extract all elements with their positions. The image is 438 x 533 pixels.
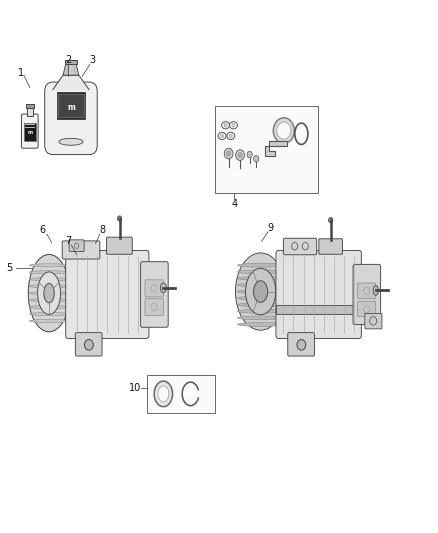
Bar [57,92,85,119]
Text: 5: 5 [7,263,13,272]
Ellipse shape [154,381,173,407]
FancyBboxPatch shape [21,114,38,148]
Ellipse shape [29,278,69,281]
FancyBboxPatch shape [145,280,163,297]
Circle shape [328,217,333,223]
Circle shape [247,151,252,158]
FancyBboxPatch shape [319,239,343,254]
FancyBboxPatch shape [353,264,381,325]
FancyBboxPatch shape [357,283,376,298]
Ellipse shape [160,283,166,293]
Ellipse shape [237,283,284,287]
FancyBboxPatch shape [283,238,317,255]
Circle shape [85,340,93,350]
Text: 2: 2 [65,55,71,65]
Circle shape [236,150,244,160]
Ellipse shape [237,296,284,300]
Ellipse shape [237,309,284,313]
Ellipse shape [373,286,378,295]
Text: 3: 3 [89,55,95,65]
Bar [24,123,36,141]
Bar [215,106,318,193]
Ellipse shape [29,312,69,316]
FancyBboxPatch shape [276,251,361,338]
Text: 7: 7 [65,237,71,246]
Circle shape [297,340,306,350]
Ellipse shape [38,272,60,314]
Ellipse shape [237,322,284,326]
Text: 6: 6 [40,225,46,235]
Circle shape [224,148,233,159]
Ellipse shape [29,292,69,295]
Ellipse shape [237,277,284,280]
Circle shape [232,123,235,127]
Text: 10: 10 [129,383,141,393]
Ellipse shape [237,316,284,320]
FancyBboxPatch shape [365,313,382,329]
Text: 4: 4 [231,199,237,208]
Polygon shape [265,141,287,156]
Circle shape [254,156,259,162]
FancyBboxPatch shape [45,82,97,155]
Circle shape [238,152,242,158]
Text: 1: 1 [18,68,24,78]
Bar [147,375,215,413]
Bar [58,94,84,117]
Ellipse shape [277,122,291,139]
Circle shape [220,134,224,138]
Text: 9: 9 [268,223,274,233]
Polygon shape [53,75,89,90]
Ellipse shape [237,303,284,306]
FancyBboxPatch shape [357,301,376,317]
Ellipse shape [245,269,276,314]
Ellipse shape [237,270,284,274]
FancyBboxPatch shape [141,262,168,327]
Ellipse shape [29,305,69,309]
Ellipse shape [29,264,69,267]
Ellipse shape [28,255,70,332]
FancyBboxPatch shape [106,237,132,254]
Bar [26,104,34,108]
Ellipse shape [237,289,284,294]
Ellipse shape [29,285,69,288]
Text: m: m [27,130,32,135]
Ellipse shape [273,118,294,143]
FancyBboxPatch shape [276,305,361,314]
Ellipse shape [59,139,83,146]
Circle shape [224,123,227,127]
Text: 8: 8 [100,225,106,235]
Bar [27,108,33,116]
Polygon shape [63,64,79,75]
Ellipse shape [29,298,69,302]
Bar [65,60,77,64]
Ellipse shape [29,271,69,274]
Circle shape [226,151,231,156]
Text: m: m [67,103,75,112]
FancyBboxPatch shape [62,241,100,259]
Ellipse shape [44,284,54,303]
Ellipse shape [237,263,284,267]
Ellipse shape [29,319,69,322]
Ellipse shape [254,281,268,302]
FancyBboxPatch shape [69,240,84,252]
FancyBboxPatch shape [66,251,149,338]
Circle shape [117,216,122,221]
Ellipse shape [158,386,169,402]
FancyBboxPatch shape [145,298,163,316]
FancyBboxPatch shape [75,333,102,356]
FancyBboxPatch shape [288,333,314,356]
Ellipse shape [236,253,286,330]
Circle shape [229,134,233,138]
